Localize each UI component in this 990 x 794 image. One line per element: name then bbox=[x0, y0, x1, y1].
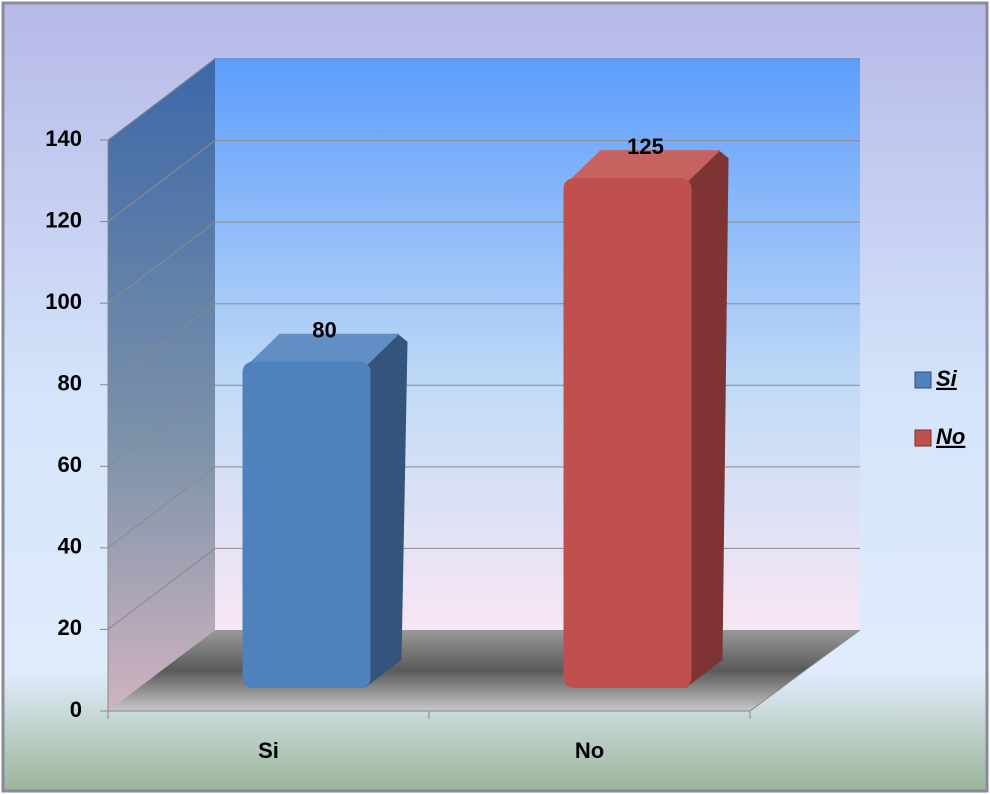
floor bbox=[108, 630, 860, 711]
y-tick-label: 100 bbox=[45, 289, 82, 314]
grid-line bbox=[107, 548, 216, 630]
bar-side bbox=[360, 333, 408, 688]
bar-side bbox=[681, 150, 729, 688]
y-tick-label: 120 bbox=[45, 207, 82, 232]
legend: Si No bbox=[914, 366, 965, 449]
legend-label: No bbox=[936, 424, 965, 449]
y-tick-label: 60 bbox=[58, 452, 82, 477]
grid-line bbox=[107, 303, 216, 386]
y-tick-label: 80 bbox=[58, 371, 82, 396]
bar-top bbox=[244, 333, 400, 368]
grid-line bbox=[107, 140, 216, 222]
bar bbox=[563, 178, 692, 688]
x-tick-label: Si bbox=[258, 738, 279, 763]
y-tick-label: 20 bbox=[58, 615, 82, 640]
y-tick-label: 40 bbox=[58, 534, 82, 559]
y-tick-label: 0 bbox=[70, 697, 82, 722]
data-label: 125 bbox=[627, 134, 664, 159]
data-label: 80 bbox=[312, 318, 336, 343]
grid-line bbox=[107, 221, 216, 304]
bar bbox=[242, 361, 371, 688]
bar-top bbox=[565, 150, 721, 185]
floor-edge bbox=[749, 629, 861, 712]
grid-line bbox=[107, 466, 216, 549]
legend-label: Si bbox=[936, 366, 958, 391]
grid-line bbox=[107, 384, 216, 467]
grid-line bbox=[107, 58, 216, 141]
x-tick-label: No bbox=[575, 738, 604, 763]
side-wall bbox=[108, 58, 215, 711]
y-tick-label: 140 bbox=[45, 126, 82, 151]
legend-swatch bbox=[914, 371, 932, 389]
legend-swatch bbox=[914, 429, 932, 447]
